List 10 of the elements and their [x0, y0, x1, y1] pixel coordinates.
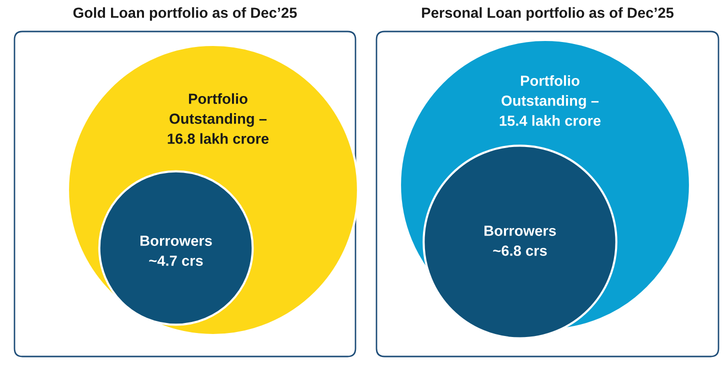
- category-label: Borrowers: [484, 226, 556, 236]
- category-label: Borrowers: [140, 236, 212, 246]
- category-label: Portfolio Outstanding –: [170, 93, 267, 127]
- text: Personal Loan portfolio as of Dec’25: [422, 7, 674, 21]
- data-label: 16.8 lakh crore: [168, 133, 269, 144]
- category-label: Portfolio Outstanding –: [502, 75, 599, 109]
- data-label: ~6.8 crs: [493, 246, 547, 256]
- text: Gold Loan portfolio as of Dec’25: [73, 7, 297, 21]
- data-label: 15.4 lakh crore: [500, 115, 601, 126]
- data-label: ~4.7 crs: [149, 256, 203, 266]
